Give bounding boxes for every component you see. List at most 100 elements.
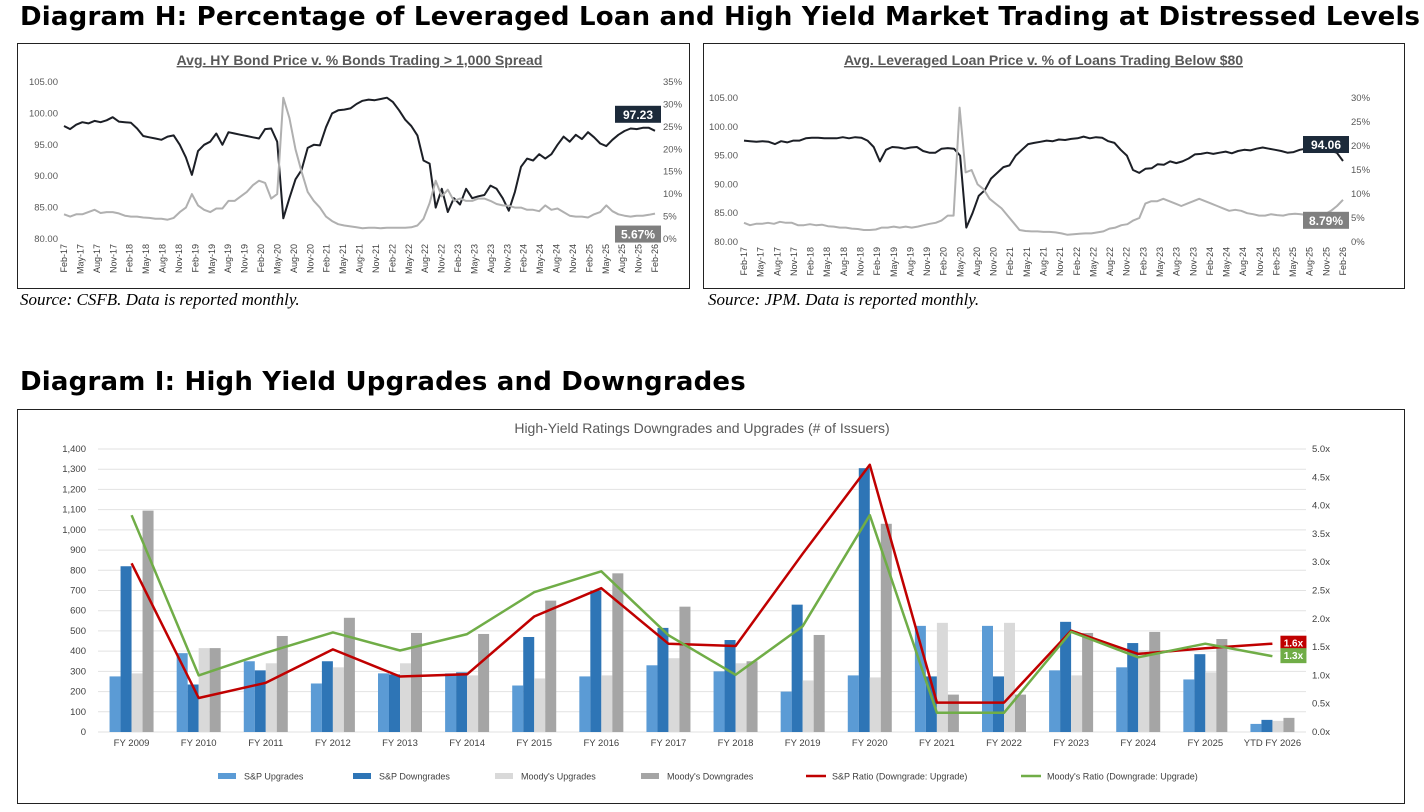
legend-label: Moody's Downgrades [667,772,754,782]
x-tick-label: Nov-21 [1055,247,1065,276]
bar-moody-s-downgrades [1015,694,1026,732]
x-tick-label: FY 2009 [114,738,150,749]
legend-swatch [353,773,371,779]
bar-moody-s-downgrades [813,634,825,732]
x-tick-label: Feb-25 [584,244,594,273]
bar-moody-s-downgrades [411,632,422,732]
y-left-tick-label: 700 [70,586,86,597]
x-tick-label: Nov-18 [174,244,184,273]
x-tick-label: FY 2021 [919,738,955,749]
y-right-tick-label: 25% [1351,117,1371,128]
y-right-tick-label: 2.5x [1312,586,1330,597]
bar-moody-s-upgrades [936,622,948,732]
bar-s-p-upgrades [847,675,859,732]
legend-swatch [495,773,513,779]
y-right-tick-label: 0% [663,234,677,245]
x-tick-label: FY 2020 [852,738,888,749]
callout-label: 5.67% [621,228,655,242]
bar-moody-s-upgrades [1205,672,1217,732]
y-right-tick-label: 4.5x [1312,472,1330,483]
bar-moody-s-downgrades [1216,639,1228,732]
bar-s-p-upgrades [579,676,591,732]
x-tick-label: Aug-19 [905,247,915,276]
y-left-tick-label: 80.00 [714,237,738,248]
y-right-tick-label: 20% [663,144,683,155]
x-tick-label: FY 2022 [986,738,1022,749]
bar-moody-s-downgrades [1082,632,1094,732]
bar-s-p-downgrades [993,676,1004,732]
y-left-tick-label: 1,000 [62,525,86,536]
x-tick-label: Feb-23 [1138,247,1148,276]
y-left-tick-label: 800 [70,565,86,576]
y-left-tick-label: 300 [70,666,86,677]
y-right-tick-label: 1.0x [1312,670,1330,681]
x-tick-label: May-21 [338,244,348,274]
y-right-tick-label: 30% [663,99,683,110]
x-tick-label: FY 2015 [516,738,552,749]
x-tick-label: May-25 [1288,247,1298,277]
hy-bond-chart-panel: Avg. HY Bond Price v. % Bonds Trading > … [17,43,690,289]
bar-moody-s-upgrades [332,667,344,732]
y-right-tick-label: 4.0x [1312,501,1330,512]
bar-moody-s-upgrades [467,675,479,732]
y-left-tick-label: 900 [70,545,86,556]
y-left-tick-label: 100.00 [709,122,738,133]
bar-s-p-downgrades [389,674,400,732]
x-tick-label: FY 2023 [1053,738,1089,749]
bar-moody-s-upgrades [534,678,546,732]
x-tick-label: May-17 [75,244,85,274]
loan-source-note: Source: JPM. Data is reported monthly. [708,290,980,309]
x-tick-label: May-22 [404,244,414,274]
y-right-tick-label: 30% [1351,93,1371,104]
x-tick-label: FY 2016 [583,738,619,749]
x-tick-label: May-25 [601,244,611,274]
bar-moody-s-upgrades [1138,650,1150,732]
x-tick-label: May-21 [1022,247,1032,277]
y-left-tick-label: 80.00 [34,234,58,245]
x-tick-label: Aug-18 [839,247,849,276]
x-tick-label: Aug-24 [1238,247,1248,276]
x-tick-label: May-23 [1155,247,1165,277]
bar-s-p-downgrades [1127,643,1139,732]
x-tick-label: May-24 [1222,247,1232,277]
x-tick-label: FY 2025 [1187,738,1223,749]
bar-s-p-upgrades [512,685,524,732]
chart-title: Avg. Leveraged Loan Price v. % of Loans … [844,52,1243,68]
legend-label: S&P Downgrades [379,772,450,782]
y-left-tick-label: 1,300 [62,464,86,475]
bar-s-p-upgrades [914,625,926,732]
bar-moody-s-upgrades [802,680,814,732]
y-right-tick-label: 0% [1351,237,1365,248]
legend-label: Moody's Upgrades [521,772,596,782]
x-tick-label: Feb-19 [872,247,882,276]
loan-chart-panel: Avg. Leveraged Loan Price v. % of Loans … [703,43,1405,289]
bar-s-p-upgrades [713,671,725,732]
x-tick-label: May-24 [535,244,545,274]
x-tick-label: Nov-18 [855,247,865,276]
x-tick-label: Aug-23 [486,244,496,273]
bar-s-p-downgrades [724,640,736,732]
x-tick-label: May-23 [469,244,479,274]
y-left-tick-label: 105.00 [709,93,738,104]
x-tick-label: Nov-22 [437,244,447,273]
bar-moody-s-upgrades [265,663,277,732]
x-tick-label: Nov-17 [108,244,118,273]
x-tick-label: FY 2012 [315,738,351,749]
x-tick-label: Nov-23 [1188,247,1198,276]
x-tick-label: Feb-21 [1005,247,1015,276]
bar-moody-s-upgrades [869,677,881,732]
y-left-tick-label: 1,200 [62,484,86,495]
bar-moody-s-upgrades [198,648,210,732]
bar-s-p-upgrades [1049,670,1061,732]
bar-s-p-downgrades [1261,719,1273,732]
bar-moody-s-downgrades [880,523,892,732]
y-right-tick-label: 3.0x [1312,557,1330,568]
x-tick-label: Aug-21 [1039,247,1049,276]
y-left-tick-label: 600 [70,606,86,617]
x-tick-label: Nov-22 [1122,247,1132,276]
bar-s-p-downgrades [120,566,132,732]
bar-s-p-upgrades [1116,667,1128,732]
x-tick-label: Feb-18 [125,244,135,273]
callout-label: 8.79% [1309,214,1343,228]
y-right-tick-label: 5.0x [1312,444,1330,455]
